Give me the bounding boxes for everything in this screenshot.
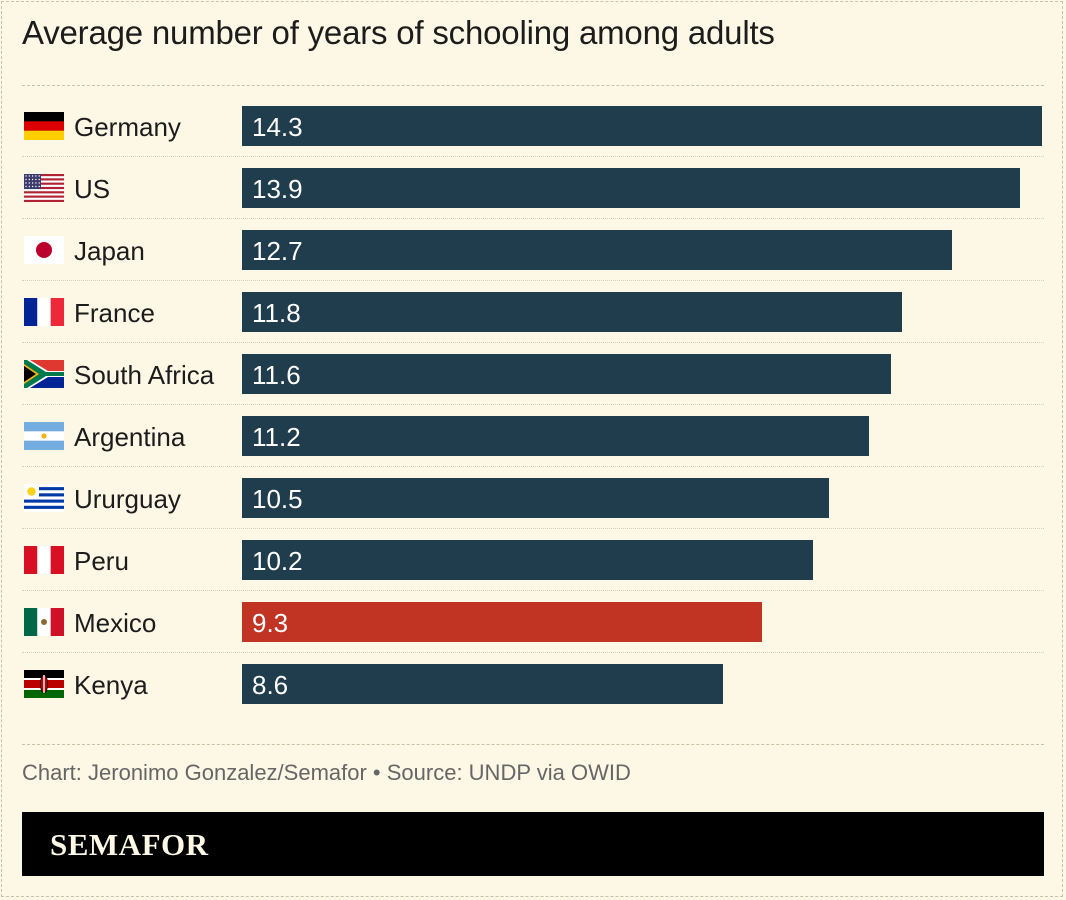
row-separator: [22, 590, 1044, 591]
bar: 10.5: [242, 478, 829, 518]
bar: 11.6: [242, 354, 891, 394]
chart-credit: Chart: Jeronimo Gonzalez/Semafor • Sourc…: [22, 760, 631, 785]
category-label: Mexico: [74, 608, 157, 638]
bar-row-mexico: Mexico 9.3: [0, 591, 1066, 653]
bar: 10.2: [242, 540, 813, 580]
bar-row-ururguay: Ururguay 10.5: [0, 467, 1066, 529]
row-separator: [22, 466, 1044, 467]
category-label: Kenya: [74, 670, 148, 700]
data-label: 11.6: [252, 360, 301, 390]
bar-row-argentina: Argentina 11.2: [0, 405, 1066, 467]
category-label: France: [74, 298, 155, 328]
bar-row-germany: Germany 14.3: [0, 95, 1066, 157]
bar: 14.3: [242, 106, 1042, 146]
data-label: 10.5: [252, 484, 303, 514]
bar: 8.6: [242, 664, 723, 704]
bar-row-south-africa: South Africa 11.6: [0, 343, 1066, 405]
row-separator: [22, 280, 1044, 281]
row-separator: [22, 404, 1044, 405]
data-label: 11.2: [252, 422, 301, 452]
bar-row-france: France 11.8: [0, 281, 1066, 343]
category-label: US: [74, 174, 111, 204]
bar-row-us: US 13.9: [0, 157, 1066, 219]
data-label: 12.7: [252, 236, 303, 266]
japan-flag-icon: [24, 236, 64, 264]
bar-row-kenya: Kenya 8.6: [0, 653, 1066, 715]
category-label: Peru: [74, 546, 129, 576]
category-label: Argentina: [74, 422, 186, 452]
argentina-flag-icon: [24, 422, 64, 450]
uruguay-flag-icon: [24, 484, 64, 512]
category-label: South Africa: [74, 360, 215, 390]
row-separator: [22, 528, 1044, 529]
data-label: 14.3: [252, 112, 303, 142]
category-label: Japan: [74, 236, 145, 266]
bar: 11.8: [242, 292, 902, 332]
bar-row-japan: Japan 12.7: [0, 219, 1066, 281]
peru-flag-icon: [24, 546, 64, 574]
brand-bar: SEMAFOR: [22, 812, 1044, 876]
row-separator: [22, 652, 1044, 653]
kenya-flag-icon: [24, 670, 64, 698]
bar: 11.2: [242, 416, 869, 456]
bar-row-peru: Peru 10.2: [0, 529, 1066, 591]
bar-chart: Germany 14.3 US 13.9 Japan 12.7 France 11.8 Sout…: [0, 95, 1066, 715]
chart-title: Average number of years of schooling amo…: [22, 14, 775, 51]
row-separator: [22, 156, 1044, 157]
footer-divider: [22, 744, 1044, 745]
south-africa-flag-icon: [24, 360, 64, 388]
row-separator: [22, 342, 1044, 343]
mexico-flag-icon: [24, 608, 64, 636]
category-label: Germany: [74, 112, 181, 142]
data-label: 11.8: [252, 298, 301, 328]
germany-flag-icon: [24, 112, 64, 140]
row-separator: [22, 218, 1044, 219]
category-label: Ururguay: [74, 484, 181, 514]
data-label: 13.9: [252, 174, 303, 204]
bar: 9.3: [242, 602, 762, 642]
data-label: 8.6: [252, 670, 289, 700]
semafor-logo: SEMAFOR: [50, 827, 209, 862]
us-flag-icon: [24, 174, 64, 202]
data-label: 9.3: [252, 608, 289, 638]
bar: 12.7: [242, 230, 952, 270]
bar: 13.9: [242, 168, 1020, 208]
france-flag-icon: [24, 298, 64, 326]
title-divider: [22, 85, 1044, 86]
data-label: 10.2: [252, 546, 303, 576]
